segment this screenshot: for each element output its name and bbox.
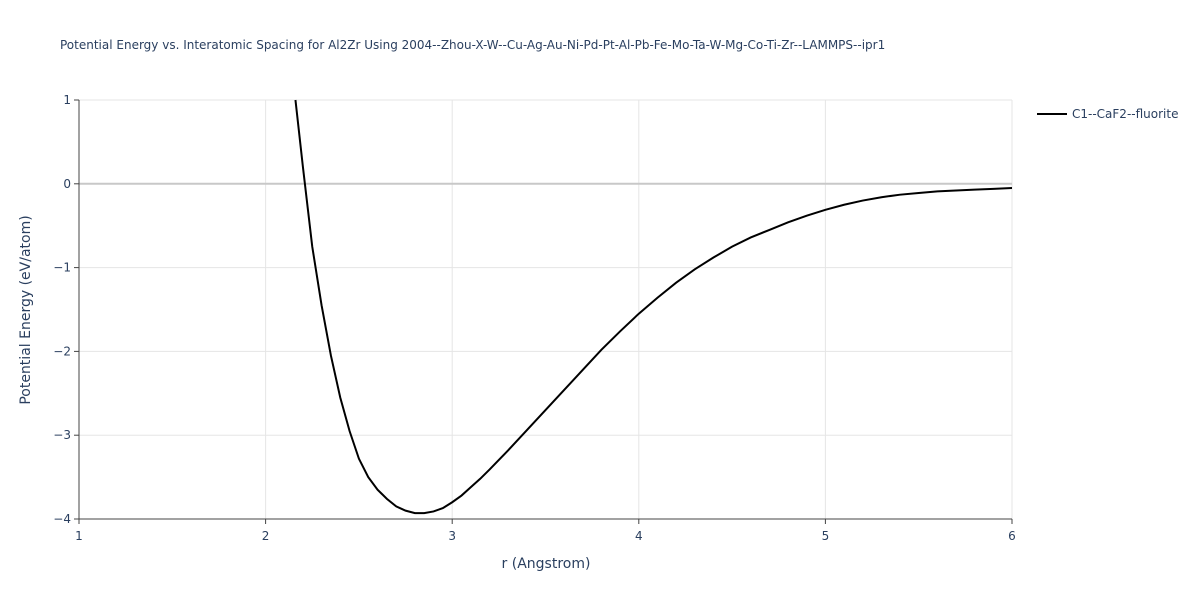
x-tick-label: 6 <box>1008 529 1016 543</box>
y-tick-label: −2 <box>53 344 71 358</box>
y-axis-title: Potential Energy (eV/atom) <box>18 215 34 404</box>
chart-title: Potential Energy vs. Interatomic Spacing… <box>60 38 885 52</box>
legend-label: C1--CaF2--fluorite <box>1072 107 1178 121</box>
x-tick-label: 4 <box>635 529 643 543</box>
x-axis-title: r (Angstrom) <box>502 556 591 572</box>
y-tick-label: 0 <box>63 177 71 191</box>
x-tick-label: 5 <box>822 529 830 543</box>
y-tick-label: 1 <box>63 93 71 107</box>
y-tick-label: −1 <box>53 261 71 275</box>
x-tick-label: 1 <box>75 529 83 543</box>
y-tick-label: −3 <box>53 428 71 442</box>
x-tick-label: 2 <box>262 529 270 543</box>
y-tick-label: −4 <box>53 512 71 526</box>
x-tick-label: 3 <box>448 529 456 543</box>
line-series <box>294 99 1012 515</box>
